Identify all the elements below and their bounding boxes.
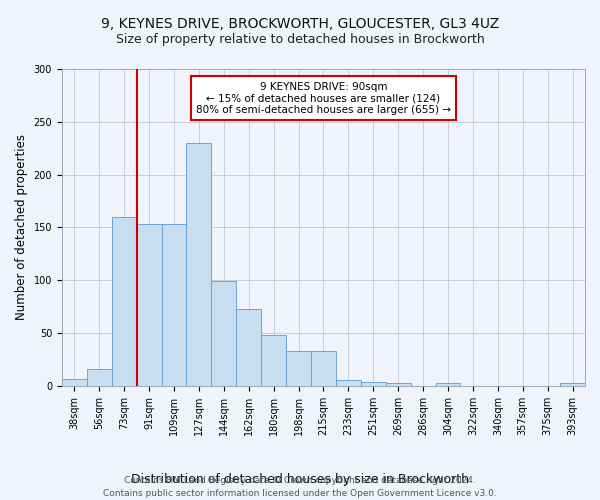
Bar	[112, 217, 137, 386]
Bar	[336, 380, 361, 386]
Text: Size of property relative to detached houses in Brockworth: Size of property relative to detached ho…	[116, 32, 484, 46]
Text: 9, KEYNES DRIVE, BROCKWORTH, GLOUCESTER, GL3 4UZ: 9, KEYNES DRIVE, BROCKWORTH, GLOUCESTER,…	[101, 18, 499, 32]
Text: 9 KEYNES DRIVE: 90sqm
← 15% of detached houses are smaller (124)
80% of semi-det: 9 KEYNES DRIVE: 90sqm ← 15% of detached …	[196, 82, 451, 115]
Bar	[436, 382, 460, 386]
Bar	[187, 143, 211, 386]
Bar	[211, 282, 236, 386]
Bar	[560, 382, 585, 386]
Bar	[236, 309, 261, 386]
Bar	[361, 382, 386, 386]
Bar	[137, 224, 161, 386]
Text: Contains HM Land Registry data © Crown copyright and database right 2024.
Contai: Contains HM Land Registry data © Crown c…	[103, 476, 497, 498]
Bar	[161, 224, 187, 386]
Bar	[87, 369, 112, 386]
Bar	[286, 351, 311, 386]
Y-axis label: Number of detached properties: Number of detached properties	[15, 134, 28, 320]
Bar	[311, 351, 336, 386]
Bar	[261, 335, 286, 386]
Text: Distribution of detached houses by size in Brockworth: Distribution of detached houses by size …	[131, 472, 469, 486]
Bar	[386, 382, 410, 386]
Bar	[62, 378, 87, 386]
